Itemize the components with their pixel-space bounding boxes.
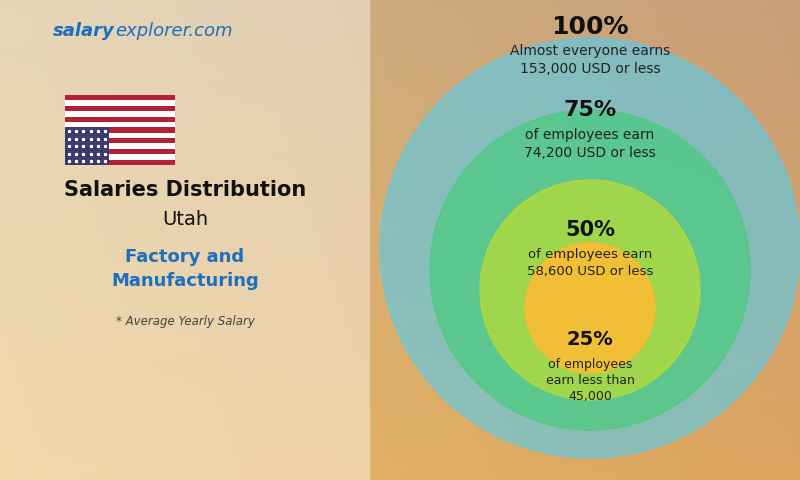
Bar (65, 117, 175, 122)
Text: of employees earn: of employees earn (528, 248, 652, 261)
Text: 75%: 75% (563, 100, 617, 120)
Text: 58,600 USD or less: 58,600 USD or less (527, 265, 653, 278)
Text: of employees: of employees (548, 358, 632, 371)
Text: 50%: 50% (565, 220, 615, 240)
Text: * Average Yearly Salary: * Average Yearly Salary (115, 315, 254, 328)
Bar (65, 149, 175, 154)
Text: 153,000 USD or less: 153,000 USD or less (520, 62, 660, 76)
Bar (65, 132, 175, 138)
Bar (65, 100, 175, 106)
Circle shape (480, 180, 700, 400)
Bar (65, 127, 109, 165)
Bar (65, 111, 175, 117)
Text: 74,200 USD or less: 74,200 USD or less (524, 146, 656, 160)
Bar (0, 0, 370, 480)
Circle shape (380, 38, 800, 458)
Bar (65, 154, 175, 160)
Text: Factory and: Factory and (126, 248, 245, 266)
Text: salary: salary (54, 22, 115, 40)
Text: Almost everyone earns: Almost everyone earns (510, 44, 670, 58)
Text: 100%: 100% (551, 15, 629, 39)
Bar (65, 127, 175, 132)
Text: Utah: Utah (162, 210, 208, 229)
Text: Salaries Distribution: Salaries Distribution (64, 180, 306, 200)
Circle shape (430, 110, 750, 430)
Text: of employees earn: of employees earn (526, 128, 654, 142)
Text: Manufacturing: Manufacturing (111, 272, 259, 290)
Text: 25%: 25% (566, 330, 614, 349)
Bar (65, 95, 175, 100)
Bar (65, 122, 175, 127)
Text: explorer.com: explorer.com (115, 22, 233, 40)
Bar (65, 144, 175, 149)
Bar (65, 106, 175, 111)
Circle shape (525, 243, 655, 373)
Bar (65, 160, 175, 165)
Text: earn less than: earn less than (546, 374, 634, 387)
Text: 45,000: 45,000 (568, 390, 612, 403)
Bar (65, 138, 175, 144)
